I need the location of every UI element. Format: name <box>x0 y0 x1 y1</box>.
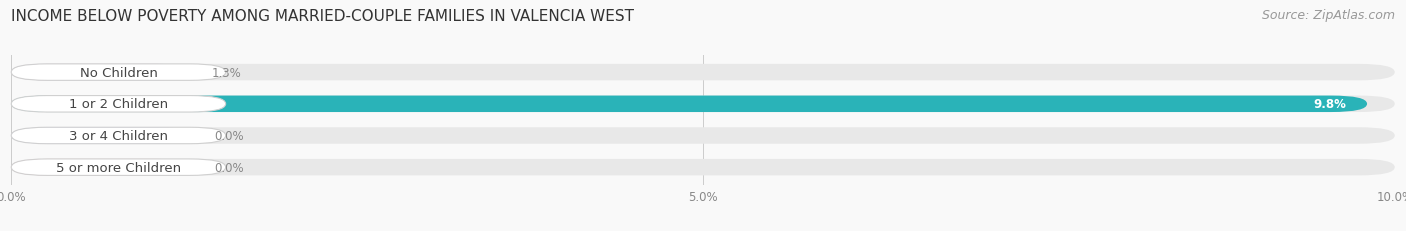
Text: 1.3%: 1.3% <box>212 66 242 79</box>
FancyBboxPatch shape <box>11 128 194 144</box>
FancyBboxPatch shape <box>11 65 1395 81</box>
FancyBboxPatch shape <box>11 159 226 176</box>
FancyBboxPatch shape <box>11 96 1395 112</box>
Text: INCOME BELOW POVERTY AMONG MARRIED-COUPLE FAMILIES IN VALENCIA WEST: INCOME BELOW POVERTY AMONG MARRIED-COUPL… <box>11 9 634 24</box>
Text: 3 or 4 Children: 3 or 4 Children <box>69 129 167 142</box>
Text: 5 or more Children: 5 or more Children <box>56 161 181 174</box>
FancyBboxPatch shape <box>11 96 1367 112</box>
FancyBboxPatch shape <box>11 128 226 144</box>
FancyBboxPatch shape <box>11 96 226 112</box>
Text: 1 or 2 Children: 1 or 2 Children <box>69 98 169 111</box>
Text: No Children: No Children <box>80 66 157 79</box>
FancyBboxPatch shape <box>11 159 1395 176</box>
Text: 0.0%: 0.0% <box>214 161 243 174</box>
FancyBboxPatch shape <box>11 128 1395 144</box>
FancyBboxPatch shape <box>11 65 191 81</box>
FancyBboxPatch shape <box>11 159 194 176</box>
Text: Source: ZipAtlas.com: Source: ZipAtlas.com <box>1261 9 1395 22</box>
Text: 0.0%: 0.0% <box>214 129 243 142</box>
FancyBboxPatch shape <box>11 65 226 81</box>
Text: 9.8%: 9.8% <box>1313 98 1347 111</box>
